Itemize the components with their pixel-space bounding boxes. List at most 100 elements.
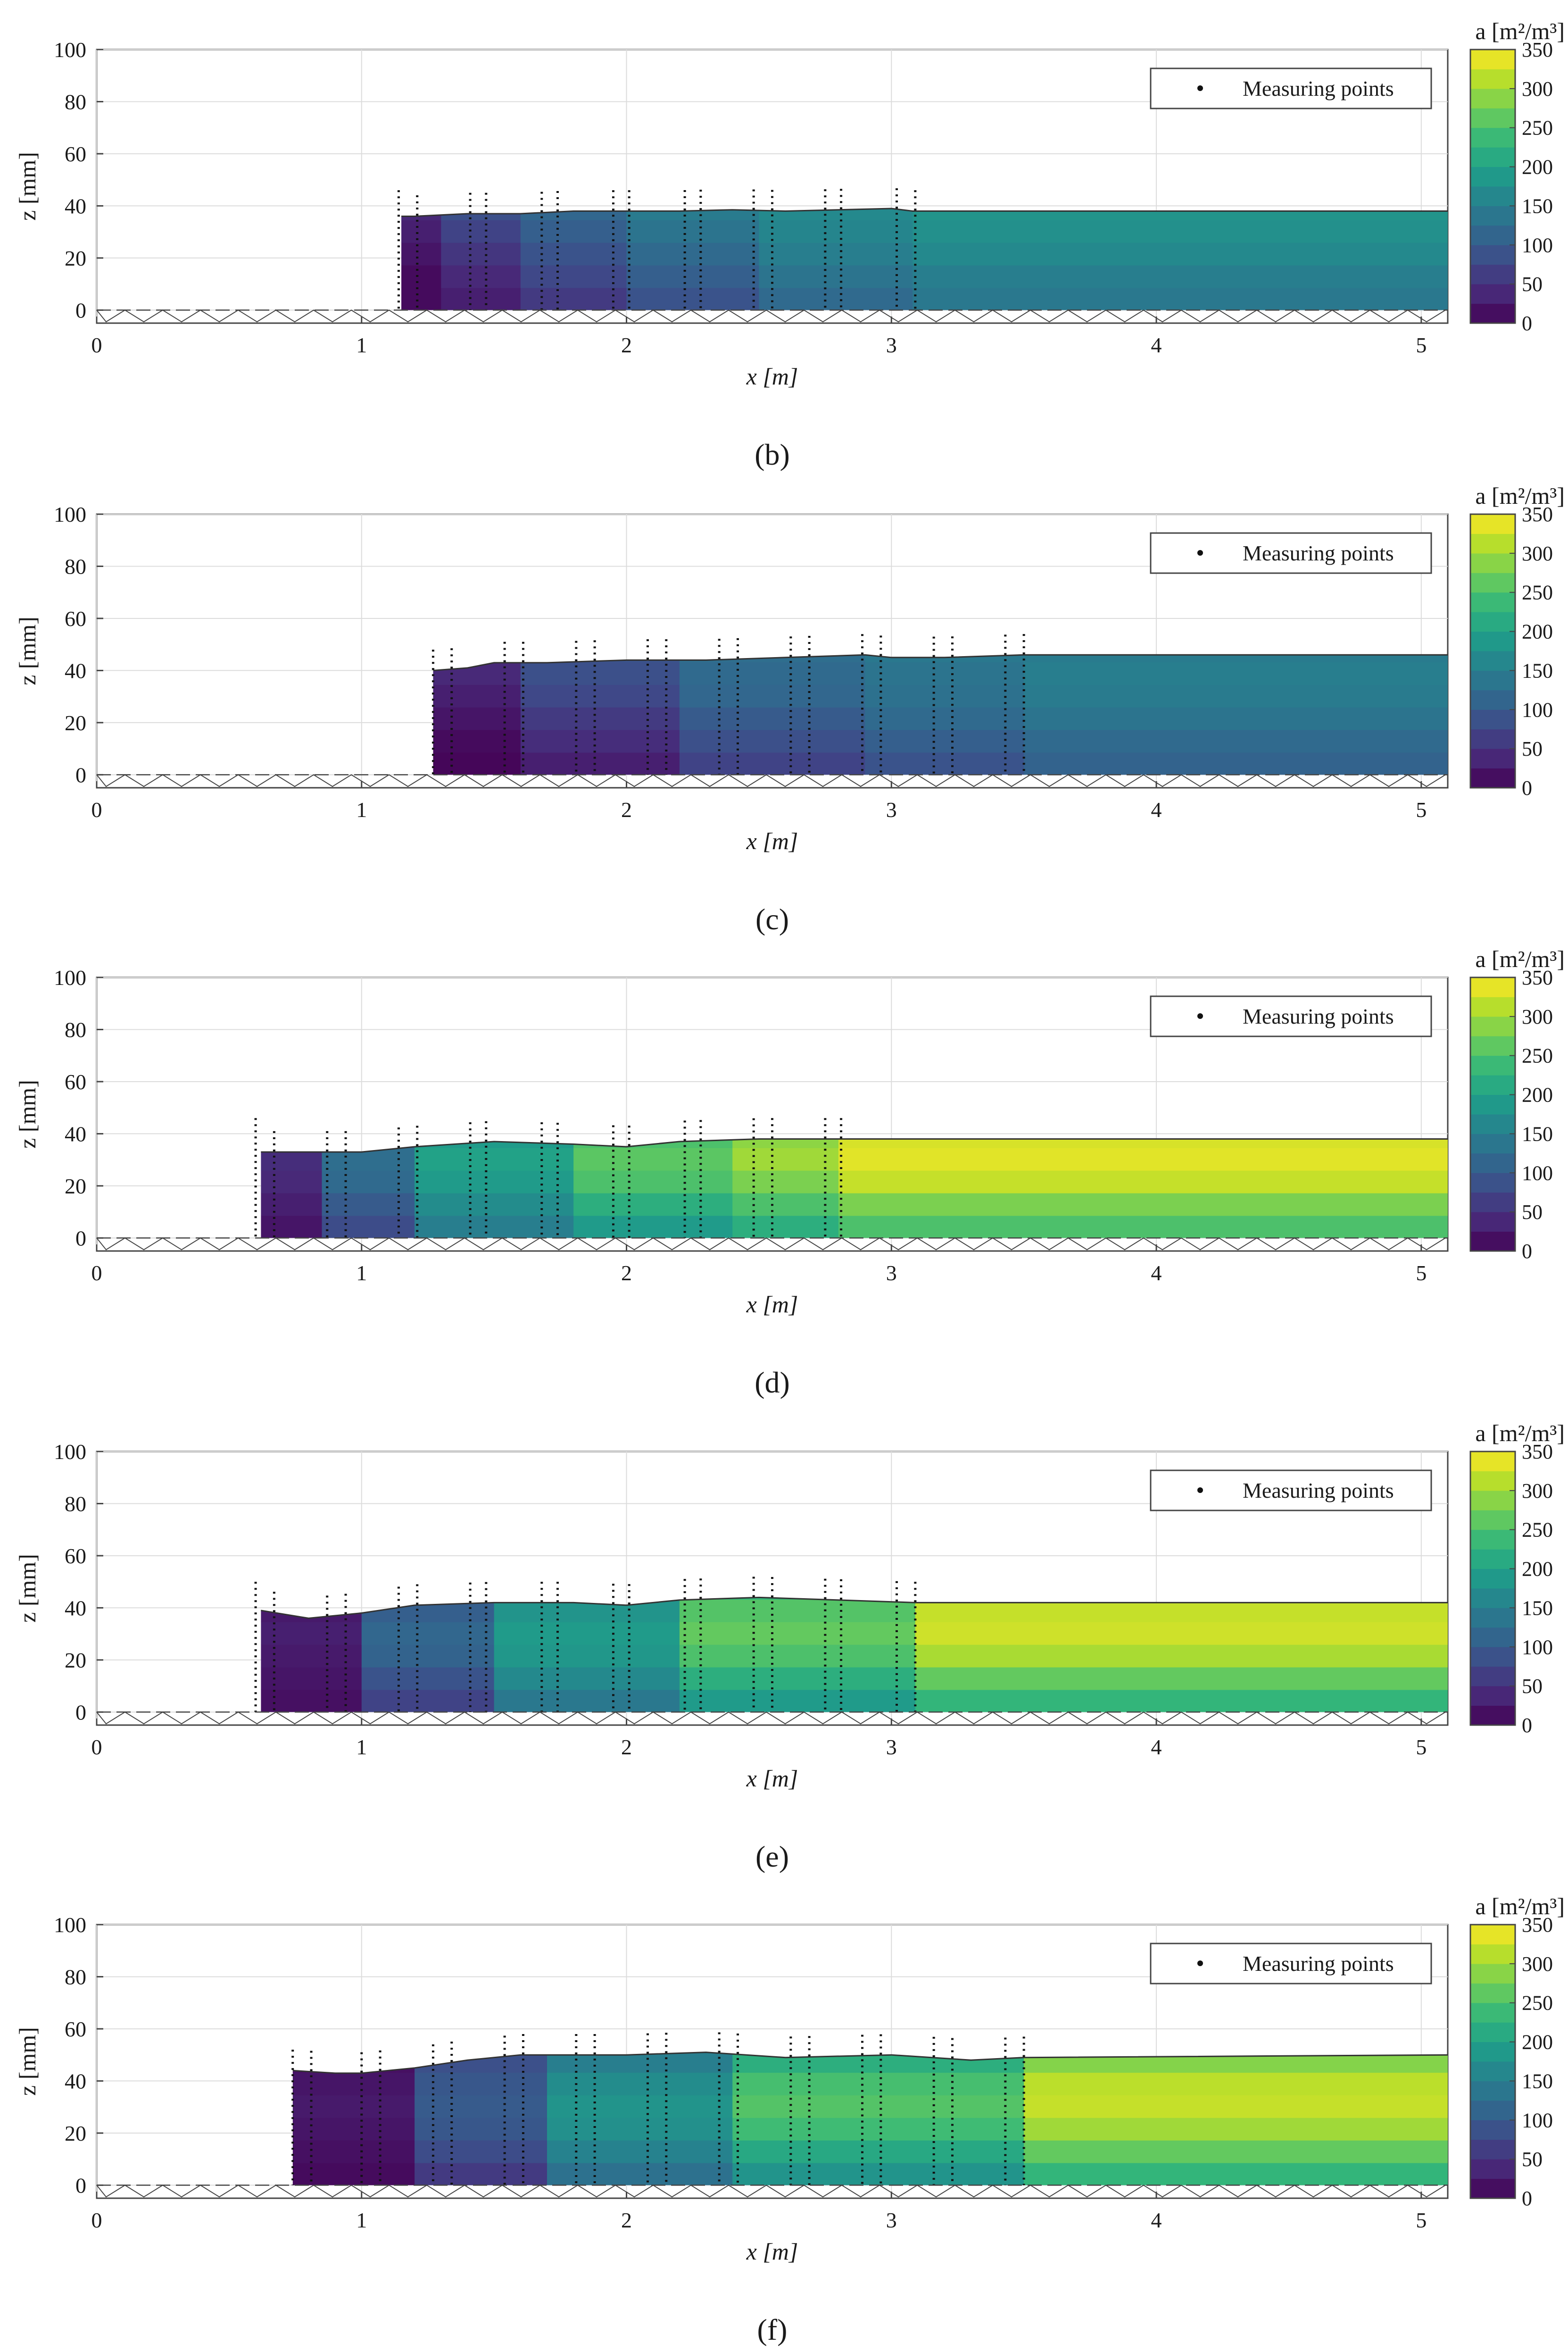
- area-band-cell: [913, 242, 1448, 266]
- colorbar-tick-label: 50: [1522, 1675, 1543, 1698]
- surface-profile-line: [261, 1596, 1448, 1619]
- colorbar-step: [1470, 108, 1515, 128]
- colorbar-step: [1470, 2081, 1515, 2101]
- panel-label: (c): [755, 902, 789, 936]
- area-band-cell: [415, 1193, 574, 1216]
- colorbar-tick-label: 150: [1522, 659, 1553, 682]
- area-band-cell: [261, 1644, 362, 1668]
- x-axis-label: x [m]: [746, 1291, 798, 1318]
- legend-label: Measuring points: [1243, 76, 1394, 100]
- colorbar-tick-label: 150: [1522, 1122, 1553, 1145]
- colorbar-tick-label: 200: [1522, 2031, 1553, 2054]
- area-band-cell: [494, 1689, 680, 1712]
- area-band-cell: [261, 1193, 323, 1216]
- colorbar-tick-label: 50: [1522, 2148, 1543, 2171]
- area-band-cell: [415, 2094, 548, 2118]
- area-band-cell: [415, 1170, 574, 1193]
- legend-marker: [1197, 1013, 1203, 1019]
- area-band-cell: [415, 2072, 548, 2095]
- area-band-cell: [915, 1644, 1448, 1668]
- colorbar-step: [1470, 1471, 1515, 1491]
- colorbar-tick-label: 250: [1522, 1518, 1553, 1542]
- colorbar-step: [1470, 1055, 1515, 1076]
- area-band-cell: [494, 1621, 680, 1645]
- legend: Measuring points: [1150, 532, 1432, 574]
- area-band-cell: [1024, 707, 1448, 730]
- colorbar-step: [1470, 2061, 1515, 2081]
- area-band-cell: [759, 219, 913, 243]
- area-band-cell: [573, 1215, 733, 1238]
- area-band-cell: [401, 242, 442, 266]
- colorbar-tick-label: 200: [1522, 1084, 1553, 1107]
- panel-label: (d): [755, 1366, 790, 1399]
- area-band-cell: [1024, 2094, 1448, 2118]
- colorbar-step: [1470, 690, 1515, 710]
- y-tick-label: 100: [54, 502, 86, 526]
- colorbar-tick-label: 350: [1522, 38, 1553, 61]
- colorbar-title: a [m²/m³]: [1475, 483, 1565, 509]
- y-tick-label: 40: [65, 1122, 86, 1146]
- colorbar-tick-label: 100: [1522, 2109, 1553, 2132]
- x-tick-label: 3: [886, 333, 897, 357]
- x-axis-label: x [m]: [746, 1765, 798, 1792]
- surface-profile-line: [401, 208, 1448, 217]
- colorbar-step: [1470, 612, 1515, 632]
- y-tick-label: 100: [54, 38, 86, 62]
- colorbar-step: [1470, 69, 1515, 89]
- area-band-cell: [441, 242, 521, 266]
- area-band-cell: [520, 242, 627, 266]
- area-band-cell: [1024, 2117, 1448, 2141]
- area-band-cell: [415, 1215, 574, 1238]
- x-axis-label: x [m]: [746, 363, 798, 390]
- colorbar-tick-label: 50: [1522, 273, 1543, 296]
- area-band-cell: [913, 219, 1448, 243]
- area-band-cell: [732, 1147, 839, 1171]
- colorbar-tick-label: 150: [1522, 2069, 1553, 2093]
- x-tick-label: 5: [1416, 2208, 1427, 2232]
- contour-field: [261, 1597, 1448, 1712]
- area-band-cell: [441, 219, 521, 243]
- area-band-cell: [573, 1170, 733, 1193]
- area-band-cell: [626, 265, 760, 288]
- colorbar-tick-label: 0: [1522, 312, 1532, 335]
- colorbar-step: [1470, 1983, 1515, 2003]
- x-tick-label: 1: [356, 1735, 367, 1759]
- colorbar-step: [1470, 1451, 1515, 1471]
- x-tick-label: 4: [1151, 1735, 1162, 1759]
- colorbar-step: [1470, 749, 1515, 769]
- area-band-cell: [361, 1621, 495, 1645]
- colorbar-step: [1470, 1549, 1515, 1569]
- colorbar-step: [1470, 514, 1515, 534]
- colorbar-step: [1470, 2100, 1515, 2120]
- area-band-cell: [1024, 729, 1448, 753]
- y-tick-label: 0: [75, 2173, 86, 2197]
- colorbar-step: [1470, 50, 1515, 69]
- area-band-cell: [361, 1689, 495, 1712]
- colorbar-step: [1470, 670, 1515, 691]
- y-tick-label: 80: [65, 554, 86, 578]
- surface-profile-line: [261, 1138, 1448, 1153]
- panel-label: (e): [755, 1840, 789, 1873]
- x-tick-label: 2: [621, 1735, 632, 1759]
- colorbar-step: [1470, 167, 1515, 187]
- x-tick-label: 4: [1151, 1261, 1162, 1285]
- colorbar-tick-label: 200: [1522, 156, 1553, 179]
- area-band-cell: [292, 2094, 415, 2118]
- y-tick-label: 40: [65, 2069, 86, 2093]
- contour-field: [292, 2052, 1448, 2185]
- colorbar-step: [1470, 1705, 1515, 1726]
- x-tick-label: 5: [1416, 1735, 1427, 1759]
- colorbar-step: [1470, 1588, 1515, 1608]
- area-band-cell: [261, 1215, 323, 1238]
- area-band-cell: [732, 2072, 1025, 2095]
- area-band-cell: [520, 287, 627, 310]
- area-band-cell: [433, 752, 521, 775]
- colorbar-step: [1470, 1925, 1515, 1944]
- area-band-cell: [415, 2140, 548, 2163]
- area-band-cell: [913, 265, 1448, 288]
- x-axis-label: x [m]: [746, 828, 798, 854]
